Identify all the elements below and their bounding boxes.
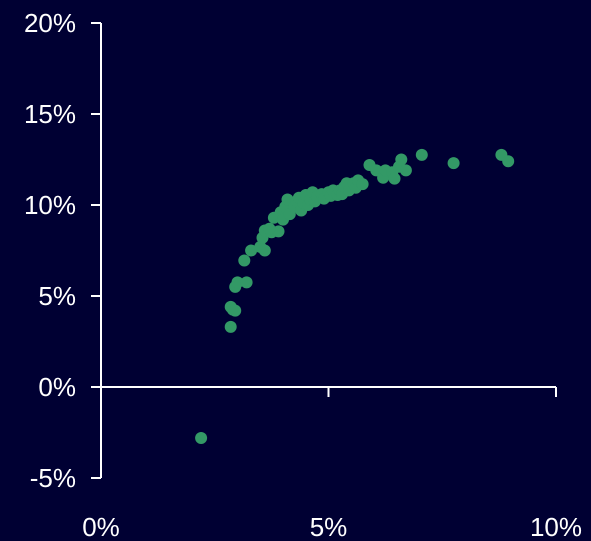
y-tick-label: 0% [38,372,76,402]
data-points [195,148,515,444]
scatter-point [415,148,428,161]
x-tick-label: 5% [310,512,348,541]
tick-labels: 20%15%10%5%0%-5%0% 5% 10% [24,8,582,541]
x-tick-label: 0% [82,512,120,541]
y-tick-label: -5% [30,463,76,493]
scatter-point [238,254,251,267]
scatter-point [263,222,276,235]
scatter-point [388,172,401,185]
scatter-point [447,157,460,170]
y-tick-label: 15% [24,99,76,129]
scatter-point [195,432,208,444]
y-tick-label: 10% [24,190,76,220]
scatter-point [224,320,237,333]
scatter-point [399,164,412,177]
scatter-point [231,276,244,289]
scatter-point [356,178,369,191]
scatter-point [272,225,285,238]
scatter-point [240,276,253,289]
y-tick-label: 5% [38,281,76,311]
x-tick-label: 10% [530,512,582,541]
scatter-point [258,244,271,257]
scatter-point [395,153,408,166]
y-tick-label: 20% [24,8,76,38]
scatter-point [245,244,258,257]
scatter-point [502,155,515,168]
scatter-point [229,304,242,317]
axes [91,22,557,479]
